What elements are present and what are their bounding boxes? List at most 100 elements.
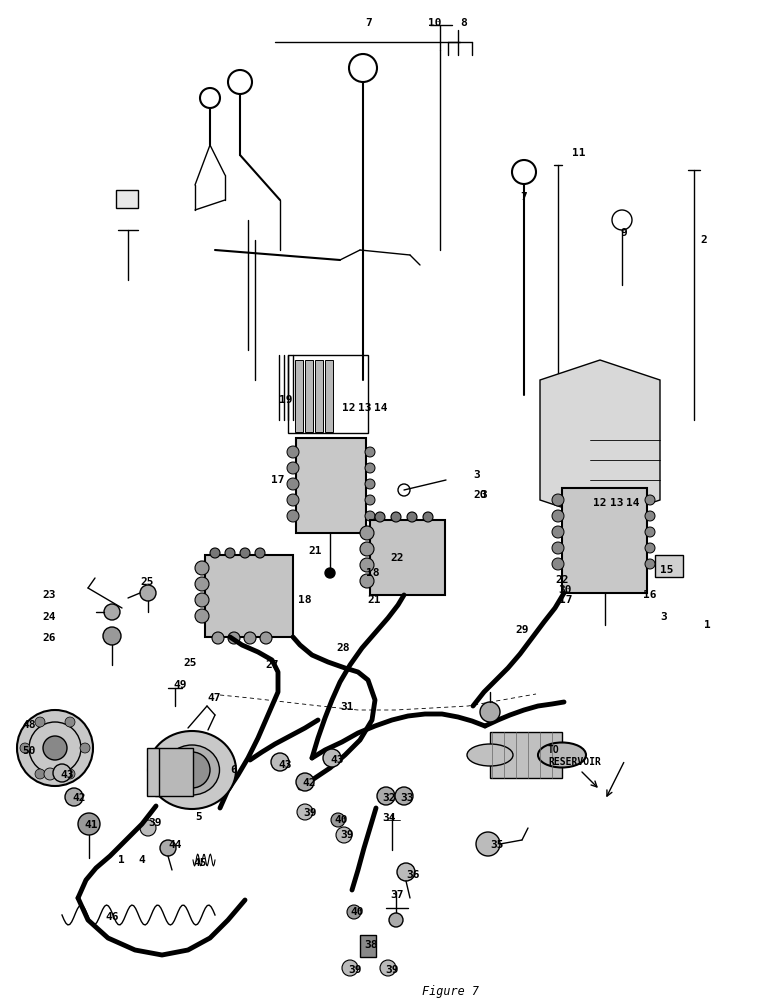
Circle shape [476,832,500,856]
Text: 21: 21 [367,595,381,605]
Text: 43: 43 [278,760,292,770]
Text: 31: 31 [340,702,354,712]
Bar [116,190,138,208]
Circle shape [365,511,375,521]
Circle shape [407,512,417,522]
Circle shape [225,548,235,558]
Circle shape [397,863,415,881]
Text: 25: 25 [183,658,197,668]
Text: 24: 24 [42,612,56,622]
Text: 14: 14 [626,498,639,508]
Circle shape [365,463,375,473]
Text: 34: 34 [382,813,395,823]
Circle shape [195,561,209,575]
Circle shape [80,743,90,753]
Text: 27: 27 [265,660,279,670]
Text: 22: 22 [390,553,404,563]
Text: 1: 1 [704,620,711,630]
Circle shape [552,558,564,570]
Text: 38: 38 [364,940,378,950]
Bar [155,748,193,796]
Ellipse shape [495,736,553,776]
Text: 26: 26 [42,633,56,643]
Bar [360,935,376,957]
Text: 7: 7 [520,192,527,202]
Circle shape [78,813,100,835]
Circle shape [160,840,176,856]
Bar [655,555,683,577]
Text: 9: 9 [620,228,627,238]
Circle shape [228,70,252,94]
Circle shape [347,905,361,919]
Text: 11: 11 [572,148,585,158]
Circle shape [612,210,632,230]
Ellipse shape [164,745,219,795]
Bar [315,360,323,432]
Circle shape [20,743,30,753]
Circle shape [195,609,209,623]
Circle shape [212,632,224,644]
Circle shape [645,543,655,553]
Circle shape [200,88,220,108]
Circle shape [377,787,395,805]
Bar [325,360,333,432]
Text: 45: 45 [193,858,206,868]
Text: 44: 44 [168,840,181,850]
Circle shape [552,542,564,554]
Text: 17: 17 [559,595,573,605]
Bar [562,488,647,593]
Circle shape [271,753,289,771]
Circle shape [512,160,536,184]
Circle shape [380,960,396,976]
Text: 33: 33 [400,793,414,803]
Text: 17: 17 [271,475,285,485]
Text: 16: 16 [643,590,656,600]
Text: 5: 5 [195,812,201,822]
Circle shape [255,548,265,558]
Text: 28: 28 [336,643,350,653]
Text: 4: 4 [138,855,145,865]
Circle shape [360,542,374,556]
Text: 37: 37 [390,890,404,900]
Circle shape [645,511,655,521]
Circle shape [360,526,374,540]
Circle shape [287,446,299,458]
Circle shape [140,820,156,836]
Polygon shape [540,360,660,520]
Circle shape [552,510,564,522]
Circle shape [103,627,121,645]
Circle shape [423,512,433,522]
Bar [205,555,293,637]
Circle shape [195,577,209,591]
Circle shape [195,593,209,607]
Text: 18: 18 [366,568,380,578]
Circle shape [287,494,299,506]
Text: 49: 49 [173,680,187,690]
Circle shape [44,768,56,780]
Text: 39: 39 [385,965,398,975]
Text: 6: 6 [230,765,237,775]
Text: Figure 7: Figure 7 [422,985,479,998]
Text: 12: 12 [593,498,607,508]
Ellipse shape [538,742,586,768]
Circle shape [240,548,250,558]
Circle shape [325,568,335,578]
Text: 39: 39 [340,830,354,840]
Text: 39: 39 [348,965,361,975]
Text: 42: 42 [72,793,86,803]
Ellipse shape [467,744,513,766]
Circle shape [645,559,655,569]
Text: TO
RESERVOIR: TO RESERVOIR [548,745,601,767]
Text: 43: 43 [60,770,73,780]
Circle shape [65,717,75,727]
Text: 20: 20 [473,490,486,500]
Text: 40: 40 [350,907,364,917]
Circle shape [375,512,385,522]
Circle shape [35,769,45,779]
Bar [295,360,303,432]
Text: 47: 47 [207,693,221,703]
Text: 39: 39 [303,808,317,818]
Circle shape [480,702,500,722]
Circle shape [17,710,93,786]
Text: 2: 2 [700,235,706,245]
